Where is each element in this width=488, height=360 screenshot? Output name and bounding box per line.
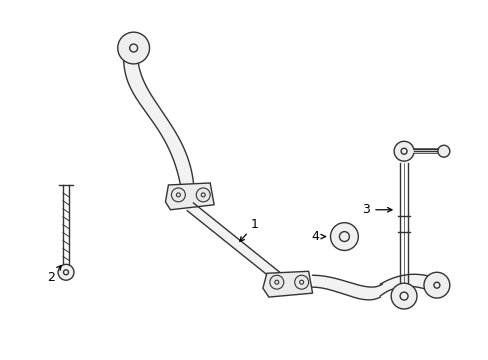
Circle shape — [399, 292, 407, 300]
Circle shape — [196, 188, 210, 202]
Circle shape — [63, 270, 68, 275]
Circle shape — [400, 148, 406, 154]
Circle shape — [176, 193, 180, 197]
Circle shape — [433, 282, 439, 288]
Polygon shape — [165, 183, 214, 210]
Circle shape — [330, 223, 358, 251]
Polygon shape — [263, 271, 312, 297]
Circle shape — [390, 283, 416, 309]
Circle shape — [423, 272, 449, 298]
Text: 1: 1 — [239, 218, 258, 242]
Circle shape — [129, 44, 137, 52]
Circle shape — [393, 141, 413, 161]
Circle shape — [118, 32, 149, 64]
Text: 2: 2 — [47, 266, 61, 284]
Circle shape — [274, 280, 278, 284]
Circle shape — [294, 275, 308, 289]
Circle shape — [339, 231, 349, 242]
Circle shape — [201, 193, 205, 197]
Circle shape — [299, 280, 303, 284]
Polygon shape — [312, 275, 382, 300]
Polygon shape — [123, 55, 194, 197]
Circle shape — [171, 188, 185, 202]
Polygon shape — [380, 274, 434, 296]
Text: 3: 3 — [362, 203, 391, 216]
Circle shape — [269, 275, 283, 289]
Polygon shape — [187, 203, 289, 288]
Circle shape — [437, 145, 449, 157]
Text: 4: 4 — [311, 230, 325, 243]
Circle shape — [58, 264, 74, 280]
